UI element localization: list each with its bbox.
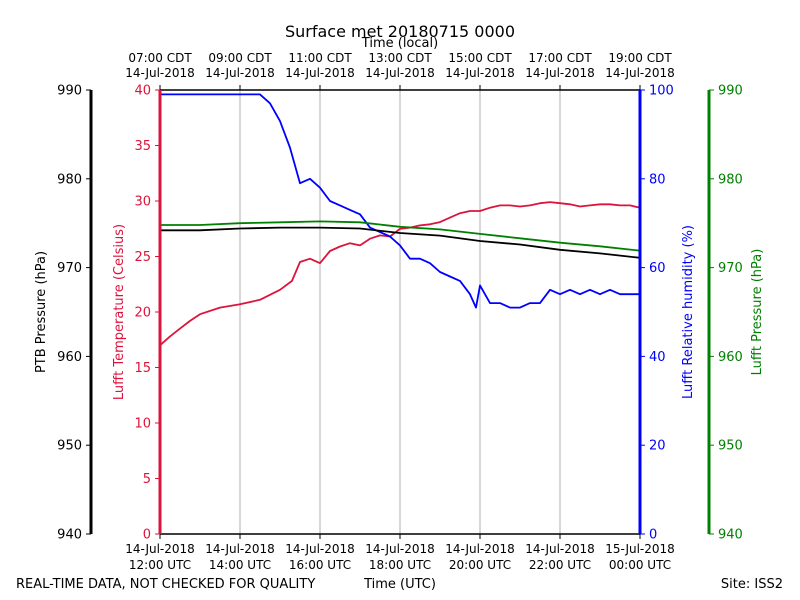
top-tick-label: 14-Jul-2018 [285,66,355,80]
footer-site-text: Site: ISS2 [721,577,783,592]
x-tick-label: 14-Jul-2018 [525,542,595,556]
grid-lines [239,90,561,534]
x-tick-label: 14-Jul-2018 [205,542,275,556]
ptb-tick-label: 980 [57,172,82,187]
ptb-tick-label: 970 [57,261,82,276]
ptb-tick-label: 940 [57,528,82,543]
top-tick-label: 14-Jul-2018 [365,66,435,80]
x-tick-label: 00:00 UTC [609,558,671,572]
rh-tick-label: 0 [649,528,657,543]
temp-tick-label: 30 [134,195,151,210]
lufft_p-tick-label: 970 [718,261,743,276]
temp-tick-label: 15 [134,361,151,376]
temp-tick-label: 20 [134,306,151,321]
temp-tick-label: 40 [134,84,151,99]
top-tick-label: 14-Jul-2018 [605,66,675,80]
top-tick-label: 14-Jul-2018 [445,66,515,80]
x-axis-label: Time (UTC) [363,577,436,592]
x-tick-label: 18:00 UTC [369,558,431,572]
series-line-temp [159,201,641,346]
rh-tick-label: 60 [649,261,666,276]
x-tick-label: 14-Jul-2018 [445,542,515,556]
top-tick-label: 14-Jul-2018 [525,66,595,80]
ptb-tick-label: 990 [57,84,82,99]
top-tick-label: 07:00 CDT [128,51,192,65]
lufft_p-axis-label: Lufft Pressure (hPa) [750,249,765,376]
x-tick-label: 14-Jul-2018 [285,542,355,556]
axes-layer: 14-Jul-2018 12:00 UTC 14-Jul-2018 14:00 UTC… [34,51,765,572]
lufft_p-tick-label: 960 [718,350,743,365]
x-tick-label: 14:00 UTC [209,558,271,572]
temp-axis-label: Lufft Temperature (Celsius) [112,224,127,400]
rh-tick-label: 100 [649,84,674,99]
temp-tick-label: 0 [143,528,151,543]
temp-tick-label: 5 [143,472,151,487]
series-line-lufft_p [160,220,641,252]
x-tick-label: 15-Jul-2018 [605,542,675,556]
top-tick-label: 19:00 CDT [608,51,672,65]
top-tick-label: 09:00 CDT [208,51,272,65]
rh-tick-label: 20 [649,439,666,454]
temp-tick-label: 10 [134,417,151,432]
x-tick-label: 14-Jul-2018 [365,542,435,556]
footer-left-text: REAL-TIME DATA, NOT CHECKED FOR QUALITY [16,577,315,592]
x-tick-label: 14-Jul-2018 [125,542,195,556]
lufft_p-tick-label: 980 [718,172,743,187]
chart-title: Surface met 20180715 0000 [285,22,515,41]
x-tick-label: 12:00 UTC [129,558,191,572]
top-tick-label: 14-Jul-2018 [125,66,195,80]
top-axis-label: Time (local) [361,36,438,51]
lufft_p-tick-label: 950 [718,439,743,454]
ptb-tick-label: 950 [57,439,82,454]
series-layer [159,93,641,346]
x-tick-label: 16:00 UTC [289,558,351,572]
x-tick-label: 20:00 UTC [449,558,511,572]
ptb-tick-label: 960 [57,350,82,365]
top-tick-label: 11:00 CDT [288,51,352,65]
ptb-axis-label: PTB Pressure (hPa) [34,251,49,373]
x-tick-label: 22:00 UTC [529,558,591,572]
top-tick-label: 15:00 CDT [448,51,512,65]
series-line-ptb [160,226,641,259]
top-tick-label: 13:00 CDT [368,51,432,65]
rh-axis-label: Lufft Relative humidity (%) [681,225,696,399]
top-tick-label: 17:00 CDT [528,51,592,65]
top-tick-label: 14-Jul-2018 [205,66,275,80]
temp-tick-label: 25 [134,250,151,265]
rh-tick-label: 40 [649,350,666,365]
temp-tick-label: 35 [134,139,151,154]
series-line-rh [160,93,640,309]
rh-tick-label: 80 [649,172,666,187]
lufft_p-tick-label: 940 [718,528,743,543]
lufft_p-tick-label: 990 [718,84,743,99]
